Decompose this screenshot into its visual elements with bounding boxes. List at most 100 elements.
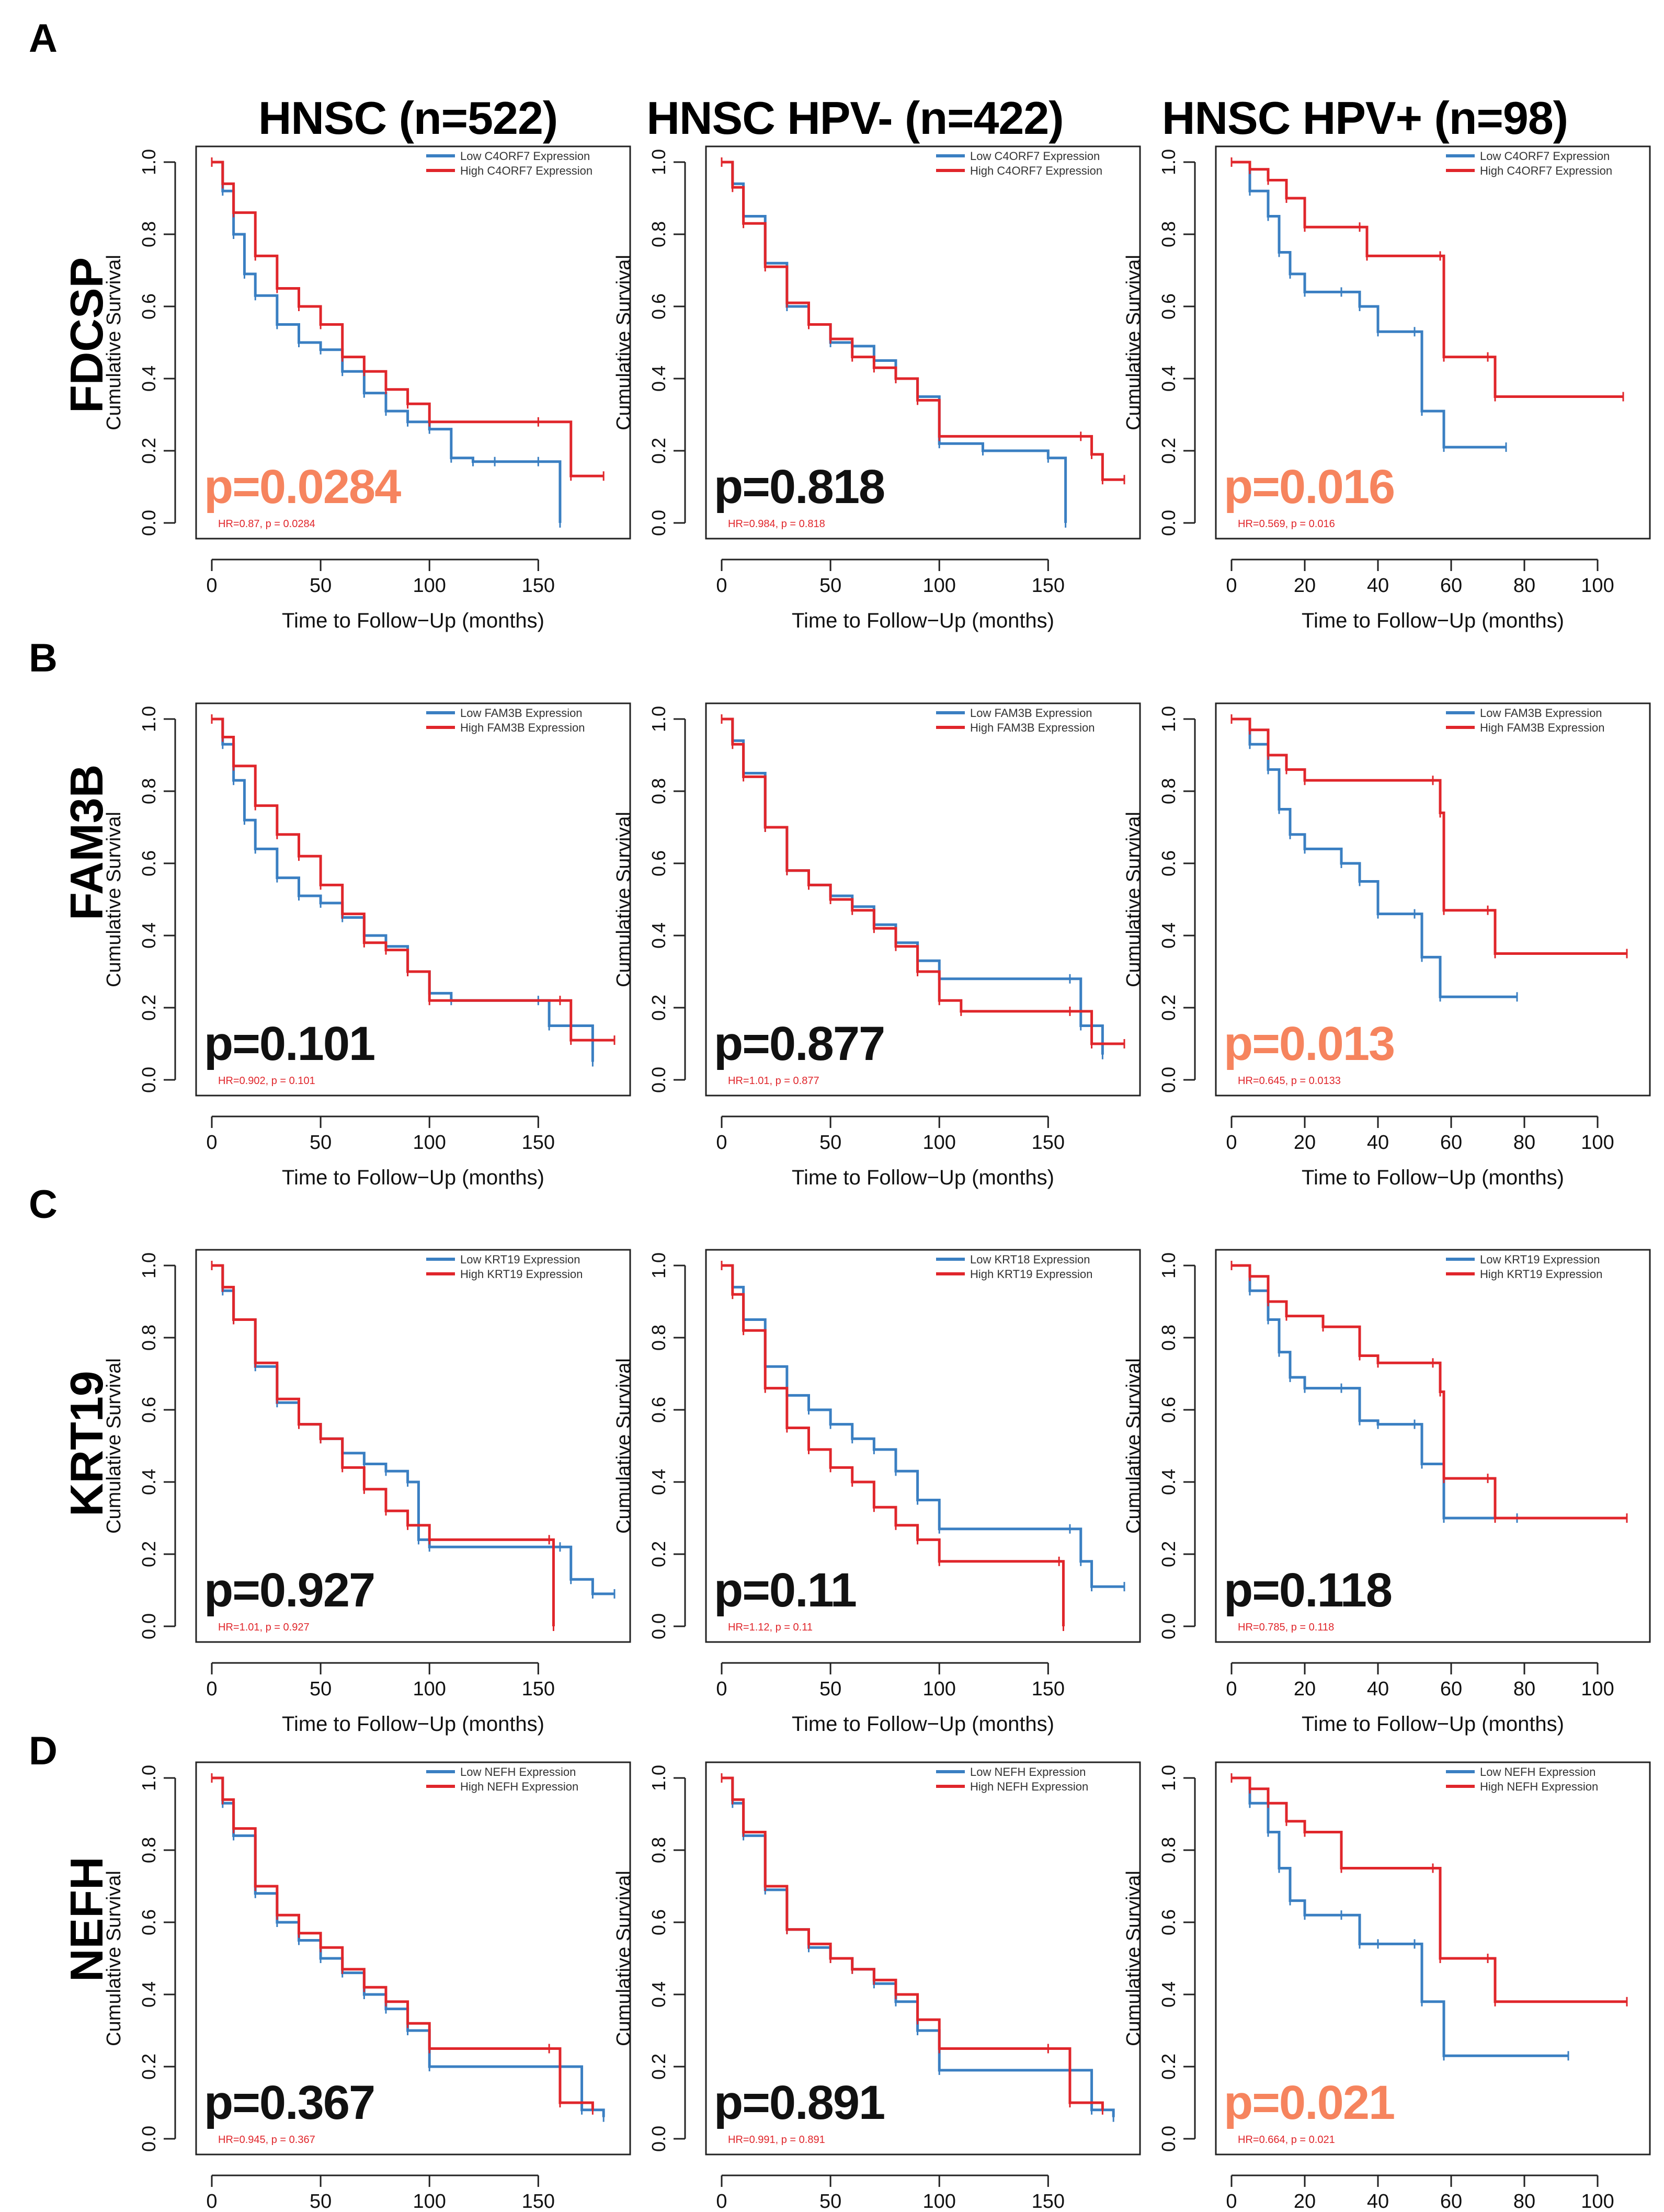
panel-d-2-y-label: Cumulative Survival <box>613 1871 635 2046</box>
panel-c-3-x-tick-label: 100 <box>1581 1678 1614 1700</box>
panel-d-2-frame <box>705 1761 1141 2156</box>
panel-a-3-frame <box>1215 145 1651 540</box>
panel-c-3-x-tick-label: 20 <box>1294 1678 1316 1700</box>
panel-b-3: 0.0 0.2 0.4 0.6 0.8 1.0 Cumulative Survival 0 20… <box>1123 702 1651 1189</box>
panel-b-3-y-tick-label: 0.4 <box>1158 922 1179 949</box>
panel-d-2-hazard-ratio: HR=0.991, p = 0.891 <box>728 2134 825 2146</box>
panel-c-2-y-tick-label: 0.6 <box>648 1397 669 1423</box>
panel-d-1-y-tick-label: 0.6 <box>138 1909 159 1935</box>
panel-a-1-y-label: Cumulative Survival <box>103 255 125 430</box>
panel-a-2: 0.0 0.2 0.4 0.6 0.8 1.0 Cumulative Survival 0 50… <box>613 145 1141 632</box>
panel-a-1-y-tick-label: 0.8 <box>138 221 159 247</box>
panel-b-3-y-tick-label: 1.0 <box>1158 706 1179 732</box>
panel-c-3-x-tick-label: 60 <box>1440 1678 1462 1700</box>
panel-a-3-x-tick-label: 80 <box>1513 575 1535 597</box>
panel-b-1-x-tick-label: 150 <box>522 1132 555 1154</box>
panel-c-1-high-series <box>212 1264 555 1626</box>
panel-a-2-hazard-ratio: HR=0.984, p = 0.818 <box>728 518 825 530</box>
panel-b-2-y-tick-label: 0.2 <box>648 995 669 1021</box>
panel-b-3-x-tick-label: 80 <box>1513 1132 1535 1154</box>
panel-c-2-y-tick-label: 0.8 <box>648 1325 669 1351</box>
panel-d-2: 0.0 0.2 0.4 0.6 0.8 1.0 Cumulative Survival 0 50… <box>613 1761 1141 2212</box>
panel-b-3-x-tick-label: 40 <box>1367 1132 1389 1154</box>
panel-b-1-y-label: Cumulative Survival <box>103 812 125 987</box>
panel-d-3-y-tick-label: 0.0 <box>1158 2126 1179 2152</box>
panel-b-2-x-tick-label: 100 <box>923 1132 956 1154</box>
panel-d-3-high-series <box>1232 1776 1627 2003</box>
panel-b-3-x-tick-label: 0 <box>1226 1132 1237 1154</box>
panel-c-3-high-series <box>1232 1264 1627 1520</box>
panel-d-1-legend-label: Low NEFH Expression <box>460 1765 576 1778</box>
panel-d-1-x-tick-label: 150 <box>522 2191 555 2212</box>
panel-a-2-y-tick-label: 0.2 <box>648 438 669 464</box>
panel-b-2-low-series <box>722 717 1104 1055</box>
panel-b-3-high-series <box>1232 717 1627 955</box>
panel-d-2-x-tick-label: 0 <box>716 2191 727 2212</box>
panel-a-2-y-tick-label: 0.8 <box>648 221 669 247</box>
panel-d-3-low-series <box>1232 1776 1568 2057</box>
panel-a-3-hazard-ratio: HR=0.569, p = 0.016 <box>1238 518 1335 530</box>
column-title-hnsc-hpv-pos: HNSC HPV+ (n=98) <box>1161 92 1568 144</box>
panel-d-3-p-value: p=0.021 <box>1224 2076 1394 2129</box>
panel-a-3-legend-label: Low C4ORF7 Expression <box>1480 150 1610 163</box>
panel-b-3-y-tick-label: 0.8 <box>1158 778 1179 804</box>
panel-c-2-y-tick-label: 0.2 <box>648 1541 669 1567</box>
panel-a-1-y-tick-label: 0.2 <box>138 438 159 464</box>
panel-c-3-frame <box>1215 1249 1651 1643</box>
panel-d-3-frame <box>1215 1761 1651 2156</box>
panel-b-1-x-label: Time to Follow−Up (months) <box>282 1166 544 1189</box>
panel-d-3-y-label: Cumulative Survival <box>1123 1871 1145 2046</box>
panel-d-1-y-tick-label: 0.4 <box>138 1981 159 2008</box>
panel-d-2-low-series <box>722 1776 1115 2117</box>
panel-c-1: 0.0 0.2 0.4 0.6 0.8 1.0 Cumulative Survival 0 50… <box>103 1249 631 1736</box>
panel-c-2-p-value: p=0.11 <box>714 1564 856 1617</box>
panel-d-3: 0.0 0.2 0.4 0.6 0.8 1.0 Cumulative Survival 0 20… <box>1123 1761 1651 2212</box>
panel-b-1-y-tick-label: 0.6 <box>138 850 159 876</box>
panel-c-1-p-value: p=0.927 <box>204 1564 374 1617</box>
panel-b-3-x-tick-label: 20 <box>1294 1132 1316 1154</box>
panel-d-3-legend-label: High NEFH Expression <box>1480 1780 1598 1793</box>
panel-a-1-hazard-ratio: HR=0.87, p = 0.0284 <box>218 518 315 530</box>
panel-c-2-x-tick-label: 50 <box>819 1678 841 1700</box>
panel-d-1-y-tick-label: 0.8 <box>138 1837 159 1863</box>
panel-a-3-p-value: p=0.016 <box>1224 460 1394 514</box>
panel-b-2-x-label: Time to Follow−Up (months) <box>792 1166 1054 1189</box>
panel-c-2-y-tick-label: 1.0 <box>648 1252 669 1279</box>
panel-c-1-x-tick-label: 100 <box>413 1678 446 1700</box>
panel-d-1: 0.0 0.2 0.4 0.6 0.8 1.0 Cumulative Survival 0 50… <box>103 1761 631 2212</box>
panel-a-2-y-tick-label: 0.4 <box>648 366 669 392</box>
panel-c-1-x-label: Time to Follow−Up (months) <box>282 1713 544 1736</box>
panel-d-3-y-tick-label: 0.4 <box>1158 1981 1179 2008</box>
panel-b-1-x-tick-label: 0 <box>206 1132 217 1154</box>
panel-a-1-y-tick-label: 0.4 <box>138 366 159 392</box>
panel-c-2-y-tick-label: 0.0 <box>648 1613 669 1639</box>
panel-c-1-legend-label: Low KRT19 Expression <box>460 1253 580 1266</box>
panel-a-3-y-tick-label: 0.4 <box>1158 366 1179 392</box>
panel-c-1-frame <box>195 1249 631 1643</box>
panel-a-3-y-label: Cumulative Survival <box>1123 255 1145 430</box>
panel-a-2-x-label: Time to Follow−Up (months) <box>792 609 1054 632</box>
panel-a-1-x-tick-label: 0 <box>206 575 217 597</box>
panel-b-1-legend-label: Low FAM3B Expression <box>460 706 583 720</box>
panel-d-2-legend-label: High NEFH Expression <box>970 1780 1088 1793</box>
panel-c-3-x-label: Time to Follow−Up (months) <box>1302 1713 1564 1736</box>
panel-b-1-y-tick-label: 1.0 <box>138 706 159 732</box>
panel-d-1-y-tick-label: 0.2 <box>138 2054 159 2080</box>
panel-d-1-y-tick-label: 0.0 <box>138 2126 159 2152</box>
panel-a-2-legend-label: Low C4ORF7 Expression <box>970 150 1100 163</box>
panel-a-2-x-tick-label: 50 <box>819 575 841 597</box>
panel-d-1-low-series <box>212 1776 605 2117</box>
panel-b-3-p-value: p=0.013 <box>1224 1017 1394 1070</box>
panel-a-3-y-tick-label: 1.0 <box>1158 149 1179 175</box>
panel-c-2-x-tick-label: 0 <box>716 1678 727 1700</box>
panel-b-1-y-tick-label: 0.0 <box>138 1067 159 1093</box>
panel-a-3-y-tick-label: 0.6 <box>1158 293 1179 320</box>
panel-a-3-legend-label: High C4ORF7 Expression <box>1480 164 1612 177</box>
panel-b-2-x-tick-label: 50 <box>819 1132 841 1154</box>
panel-c-1-y-tick-label: 0.6 <box>138 1397 159 1423</box>
panel-d-3-x-tick-label: 80 <box>1513 2191 1535 2212</box>
panel-b-2-y-tick-label: 0.0 <box>648 1067 669 1093</box>
panel-a-3-x-label: Time to Follow−Up (months) <box>1302 609 1564 632</box>
panel-a-1-y-tick-label: 0.0 <box>138 510 159 536</box>
